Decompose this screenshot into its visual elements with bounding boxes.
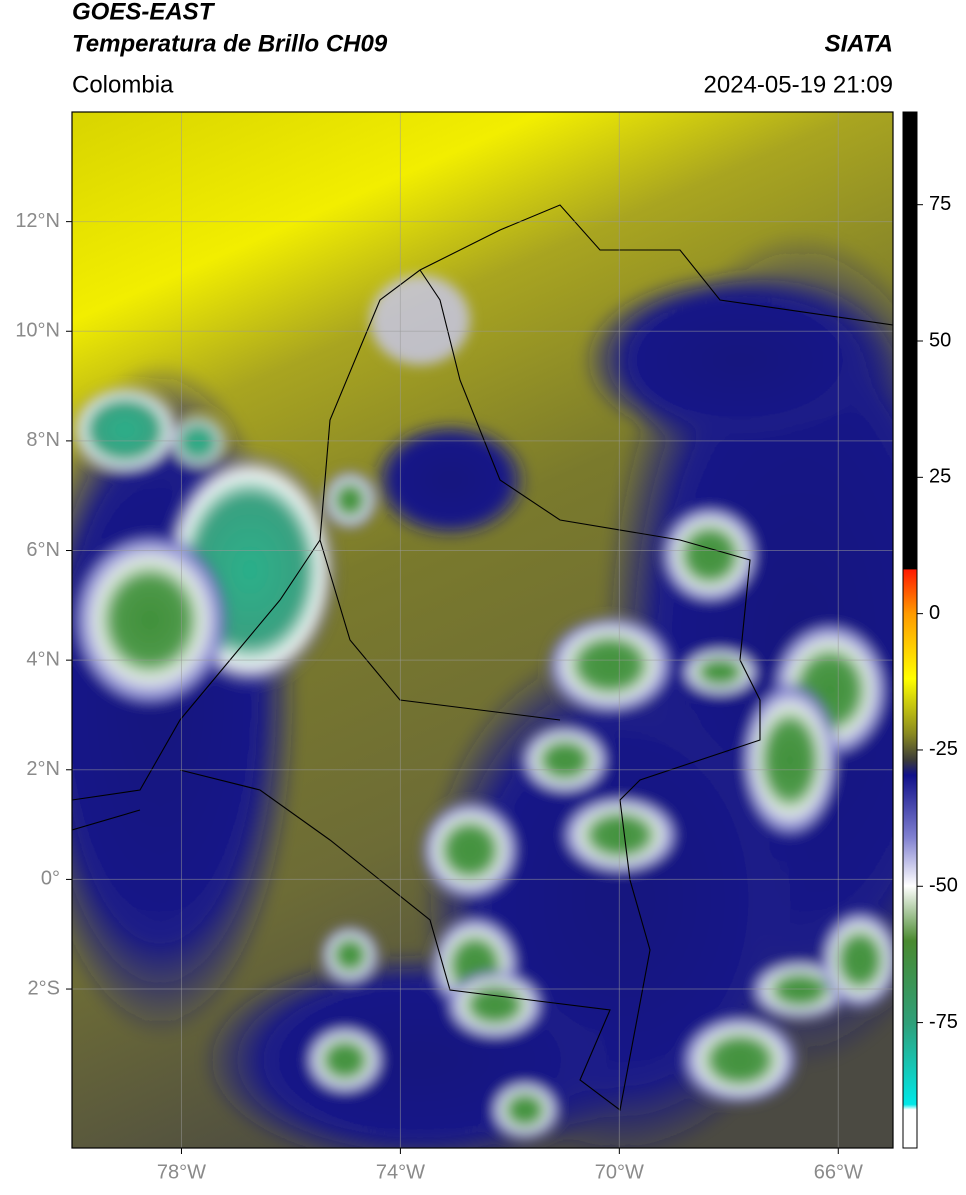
colorbar	[902, 111, 918, 1149]
region: Colombia	[72, 71, 174, 98]
colorbar-label: 50	[929, 329, 951, 351]
y-tick-label: 8°N	[26, 429, 60, 451]
y-tick-label: 2°N	[26, 758, 60, 780]
source: SIATA	[825, 30, 893, 57]
map-frame	[71, 111, 894, 1149]
y-tick-label: 10°N	[15, 320, 60, 342]
x-tick-label: 66°W	[814, 1161, 863, 1183]
x-tick-label: 70°W	[595, 1161, 644, 1183]
x-tick-label: 74°W	[376, 1161, 425, 1183]
colorbar-label: -25	[929, 738, 958, 760]
timestamp: 2024-05-19 21:09	[704, 71, 894, 98]
grid	[72, 112, 893, 1148]
colorbar-label: 25	[929, 466, 951, 488]
title: GOES-EAST	[72, 0, 216, 25]
colorbar-label: 0	[929, 602, 940, 624]
subtitle: Temperatura de Brillo CH09	[72, 30, 388, 57]
colorbar-label: 75	[929, 193, 951, 215]
y-tick-label: 6°N	[26, 539, 60, 561]
y-tick-label: 0°	[41, 868, 60, 890]
y-tick-label: 4°N	[26, 648, 60, 670]
y-tick-label: 12°N	[15, 210, 60, 232]
y-tick-label: 2°S	[28, 977, 60, 999]
colorbar-label: -50	[929, 875, 958, 897]
satellite-image	[72, 112, 893, 1148]
colorbar-label: -75	[929, 1011, 958, 1033]
x-tick-label: 78°W	[157, 1161, 206, 1183]
